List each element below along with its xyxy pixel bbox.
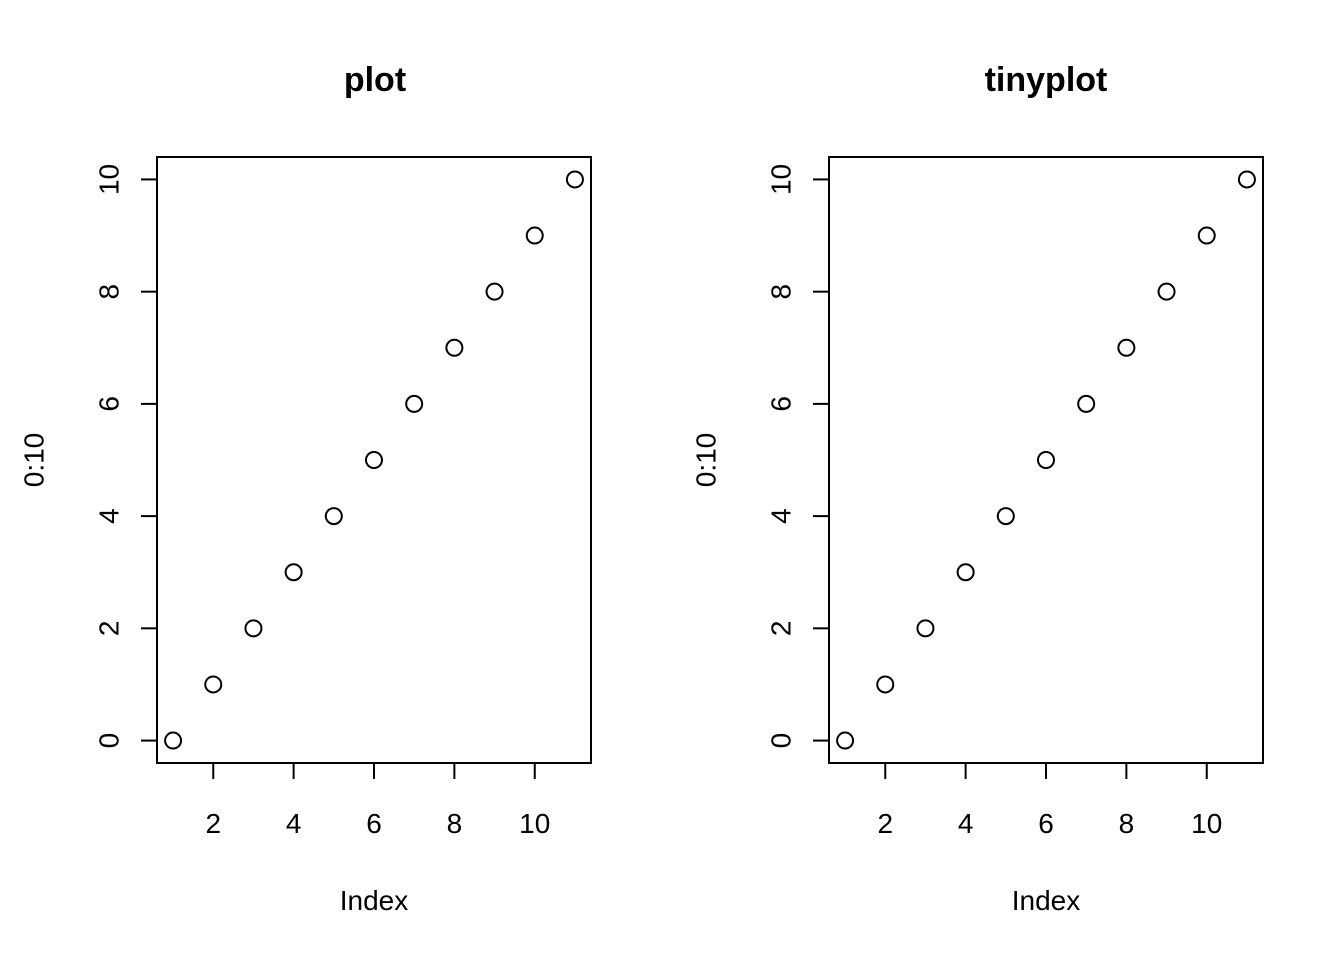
data-point bbox=[365, 451, 383, 469]
x-tick-label: 10 bbox=[519, 808, 550, 839]
y-axis-label: 0:10 bbox=[691, 433, 722, 488]
data-point bbox=[445, 338, 464, 357]
data-point bbox=[204, 675, 223, 694]
x-tick-label: 10 bbox=[1191, 808, 1222, 839]
chart-panel-1: plot 2 4 6 8 10 0 2 4 6 8 10 Index 0:10 bbox=[19, 61, 592, 916]
y-axis-label: 0:10 bbox=[19, 433, 50, 488]
chart-title: tinyplot bbox=[985, 61, 1108, 99]
chart-panel-2: tinyplot 2 4 6 8 10 0 2 4 6 8 10 Index 0:10 bbox=[691, 61, 1264, 916]
y-tick-label: 8 bbox=[94, 284, 125, 300]
y-tick-label: 4 bbox=[94, 508, 125, 524]
data-point bbox=[164, 731, 183, 750]
plot-frame bbox=[828, 156, 1264, 764]
data-point bbox=[1157, 282, 1176, 301]
data-point bbox=[916, 619, 935, 638]
data-point bbox=[1237, 170, 1256, 189]
data-point bbox=[1117, 338, 1136, 357]
x-tick-label: 6 bbox=[366, 808, 382, 839]
y-tick-label: 4 bbox=[766, 508, 797, 524]
data-point bbox=[324, 507, 343, 526]
y-tick-label: 6 bbox=[94, 396, 125, 412]
y-tick-label: 6 bbox=[766, 396, 797, 412]
data-point bbox=[956, 563, 975, 582]
data-point bbox=[284, 563, 303, 582]
data-point bbox=[1037, 451, 1055, 469]
data-point bbox=[996, 507, 1015, 526]
chart-title: plot bbox=[344, 61, 406, 99]
y-tick-label: 2 bbox=[94, 621, 125, 637]
x-axis-label: Index bbox=[1012, 885, 1081, 916]
x-tick-label: 4 bbox=[286, 808, 302, 839]
x-tick-label: 6 bbox=[1038, 808, 1054, 839]
y-tick-label: 10 bbox=[766, 164, 797, 195]
data-point bbox=[244, 619, 263, 638]
data-point bbox=[565, 170, 584, 189]
y-tick-label: 0 bbox=[94, 733, 125, 749]
data-point bbox=[1077, 394, 1096, 413]
x-tick-label: 4 bbox=[958, 808, 974, 839]
data-point bbox=[876, 675, 895, 694]
x-tick-label: 8 bbox=[1119, 808, 1135, 839]
data-point bbox=[525, 226, 544, 245]
y-tick-label: 10 bbox=[94, 164, 125, 195]
data-point bbox=[485, 282, 504, 301]
y-tick-label: 0 bbox=[766, 733, 797, 749]
data-point bbox=[1197, 226, 1216, 245]
x-tick-label: 2 bbox=[877, 808, 893, 839]
data-point bbox=[405, 394, 424, 413]
y-tick-label: 8 bbox=[766, 284, 797, 300]
y-tick-label: 2 bbox=[766, 621, 797, 637]
data-point bbox=[836, 731, 855, 750]
x-tick-label: 2 bbox=[205, 808, 221, 839]
x-tick-label: 8 bbox=[447, 808, 463, 839]
x-axis-label: Index bbox=[340, 885, 409, 916]
plot-frame bbox=[156, 156, 592, 764]
